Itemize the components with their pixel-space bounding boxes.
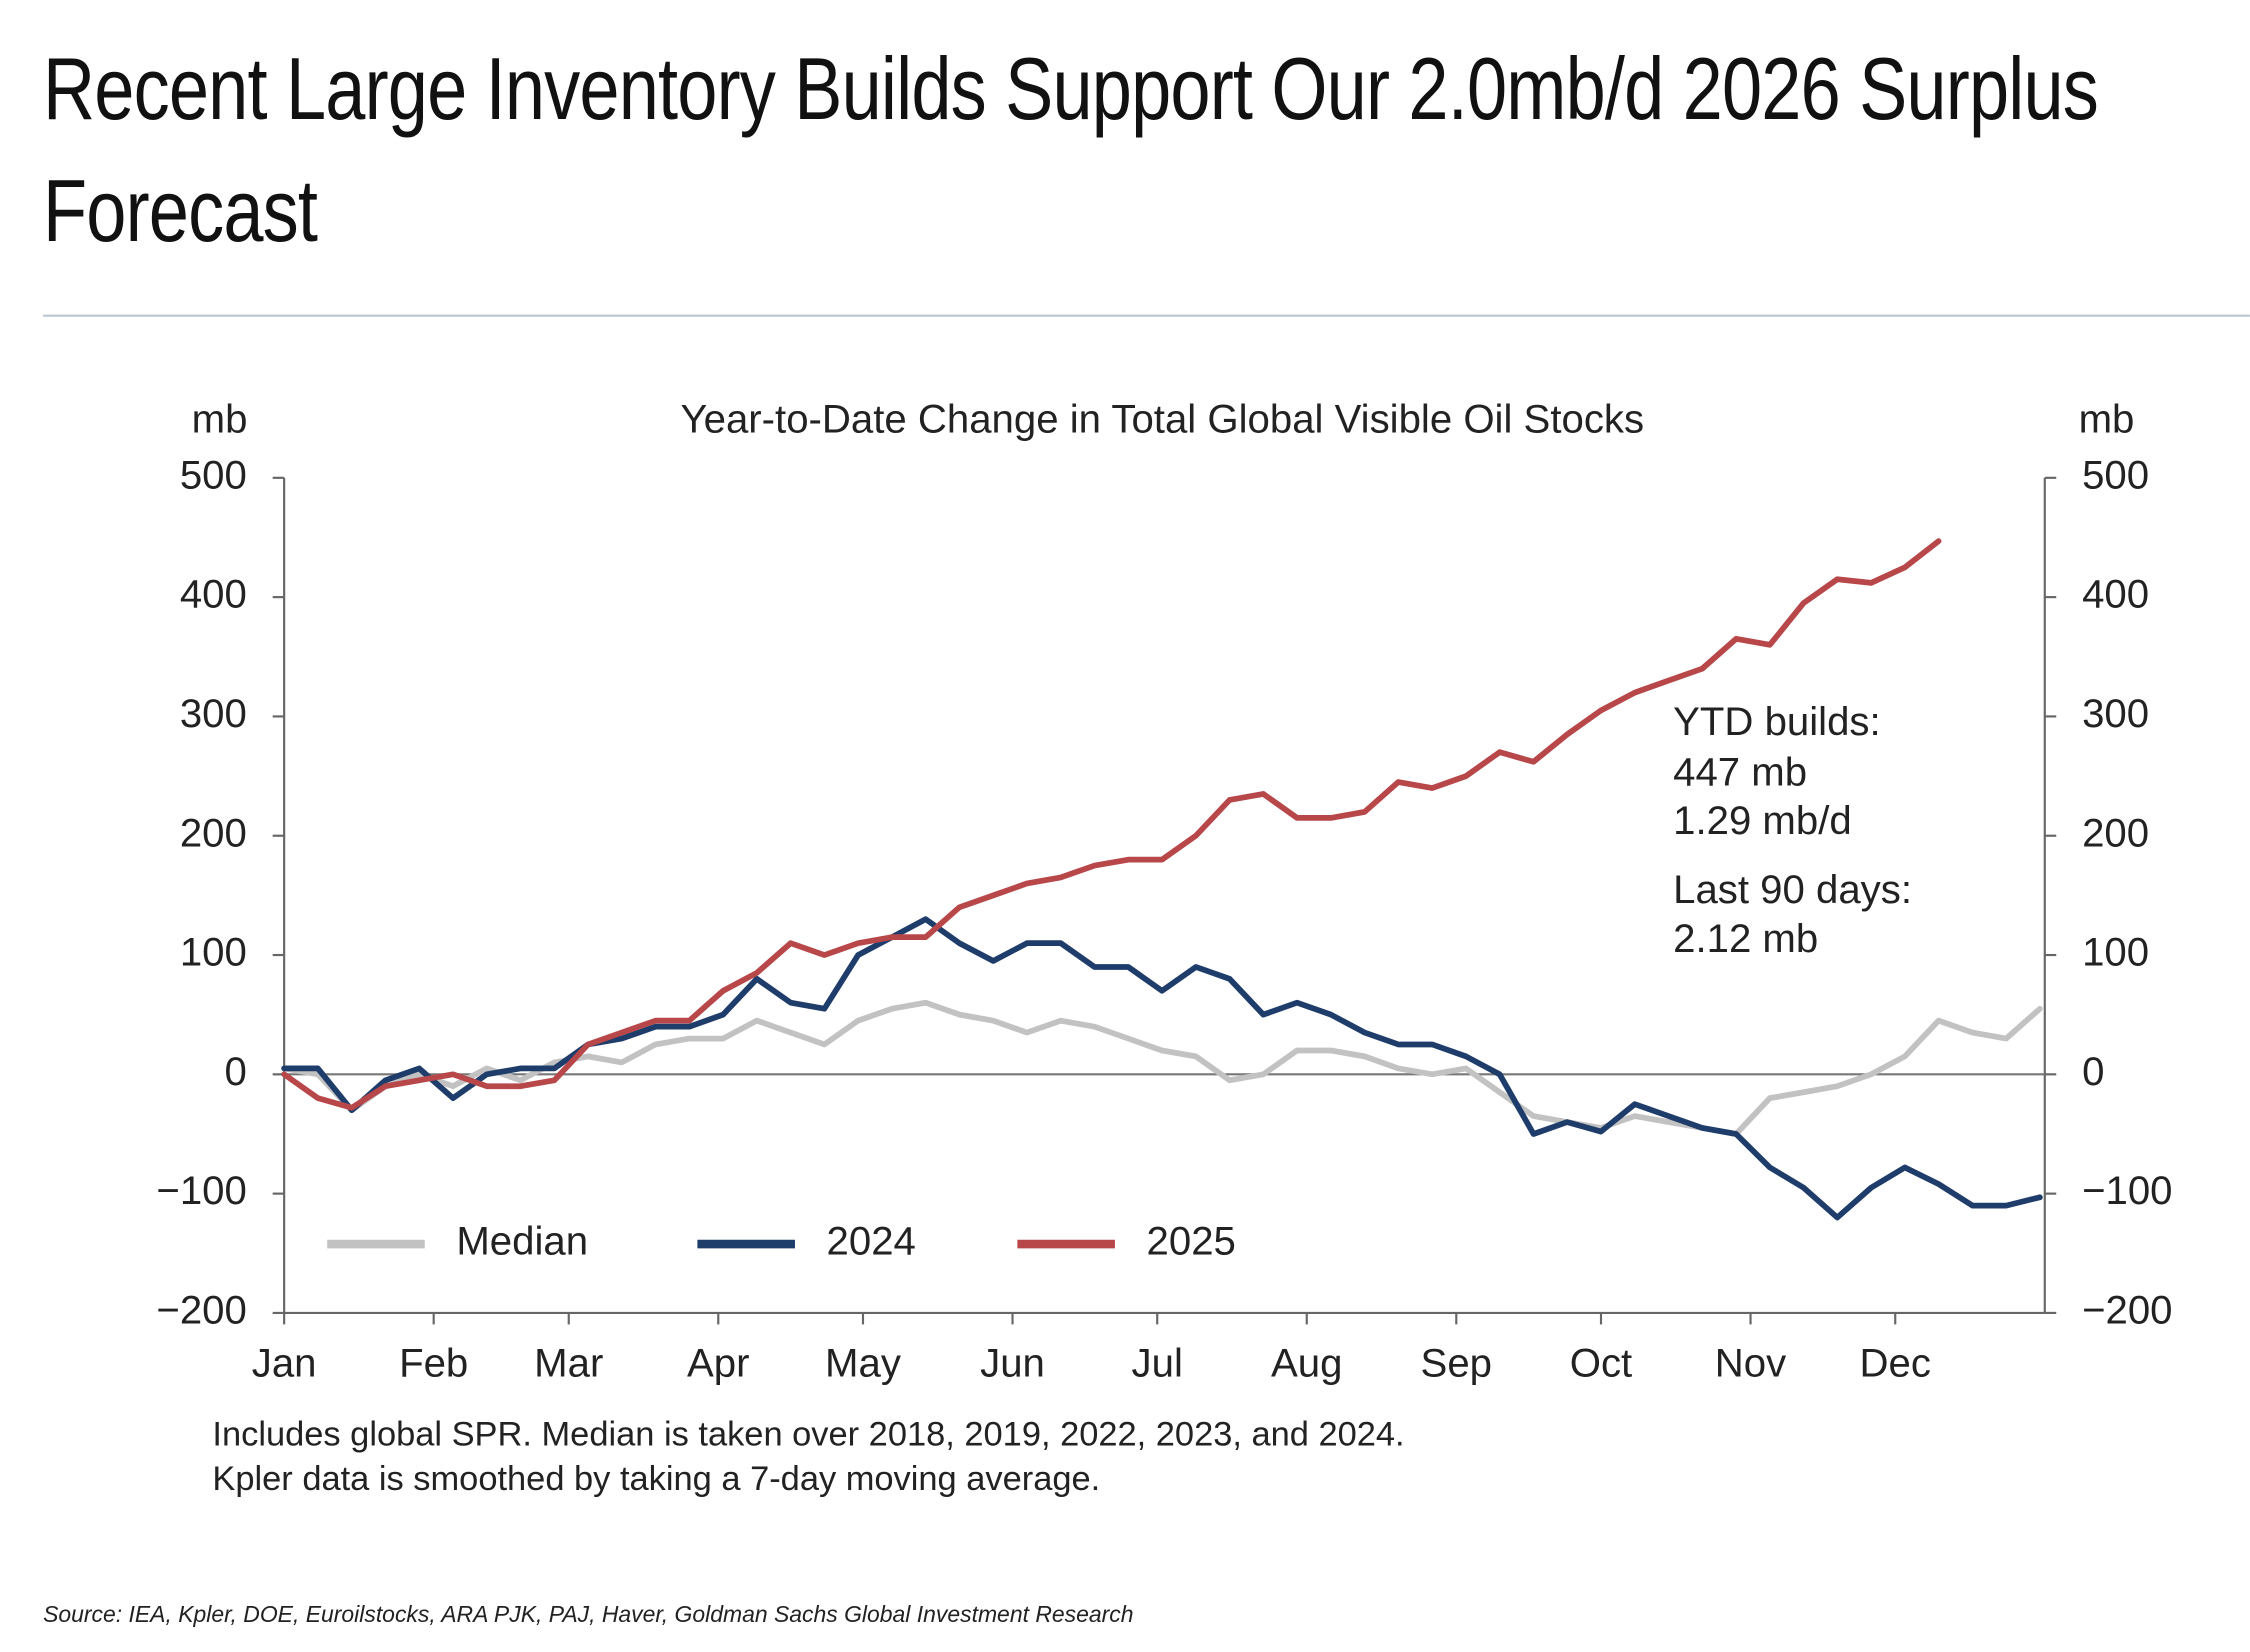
y2-tick-label: 0 xyxy=(2082,1049,2104,1094)
annotation: YTD builds: xyxy=(1673,699,1881,744)
chart-title: Year-to-Date Change in Total Global Visi… xyxy=(681,396,1645,441)
x-tick-label: Jun xyxy=(980,1341,1045,1386)
y2-tick-label: 300 xyxy=(2082,691,2149,736)
x-tick-label: Nov xyxy=(1715,1341,1786,1386)
x-tick-label: Jan xyxy=(252,1341,317,1386)
x-tick-label: Feb xyxy=(399,1341,468,1386)
legend-label: 2024 xyxy=(827,1219,916,1264)
annotation: Last 90 days: xyxy=(1673,867,1912,912)
y-tick-label: 0 xyxy=(224,1049,246,1094)
y2-tick-label: 100 xyxy=(2082,930,2149,975)
y-tick-label: 200 xyxy=(180,810,247,855)
y-tick-label: 400 xyxy=(180,572,247,617)
y2-tick-label: 200 xyxy=(2082,810,2149,855)
y2-tick-label: −100 xyxy=(2082,1168,2172,1213)
series-line xyxy=(281,538,1942,1111)
x-tick-label: Mar xyxy=(534,1341,603,1386)
y-tick-label: −100 xyxy=(156,1168,246,1213)
y-axis-unit: mb xyxy=(192,396,248,441)
x-tick-label: Jul xyxy=(1132,1341,1183,1386)
series-line xyxy=(281,916,2043,1221)
legend-label: 2025 xyxy=(1147,1219,1236,1264)
y-tick-label: 500 xyxy=(180,452,247,497)
x-tick-label: Aug xyxy=(1271,1341,1342,1386)
y-tick-label: 300 xyxy=(180,691,247,736)
source: Source: IEA, Kpler, DOE, Euroilstocks, A… xyxy=(43,1601,1133,1627)
page-title: Recent Large Inventory Builds Support Ou… xyxy=(43,39,2099,260)
annotation: 2.12 mb xyxy=(1673,916,1818,961)
x-tick-label: Apr xyxy=(687,1341,750,1386)
y2-tick-label: 500 xyxy=(2082,452,2149,497)
annotation: 447 mb xyxy=(1673,749,1807,794)
x-tick-label: Oct xyxy=(1570,1341,1632,1386)
y2-tick-label: 400 xyxy=(2082,572,2149,617)
y-tick-label: −200 xyxy=(156,1288,246,1333)
x-tick-label: Dec xyxy=(1860,1341,1931,1386)
y2-axis-unit: mb xyxy=(2079,396,2135,441)
footnote: Kpler data is smoothed by taking a 7-day… xyxy=(212,1460,1100,1498)
y2-tick-label: −200 xyxy=(2082,1288,2172,1333)
footnote: Includes global SPR. Median is taken ove… xyxy=(212,1415,1404,1453)
legend-label: Median xyxy=(456,1219,588,1264)
x-tick-label: May xyxy=(825,1341,901,1386)
y-tick-label: 100 xyxy=(180,930,247,975)
x-tick-label: Sep xyxy=(1421,1341,1492,1386)
annotation: 1.29 mb/d xyxy=(1673,798,1852,843)
